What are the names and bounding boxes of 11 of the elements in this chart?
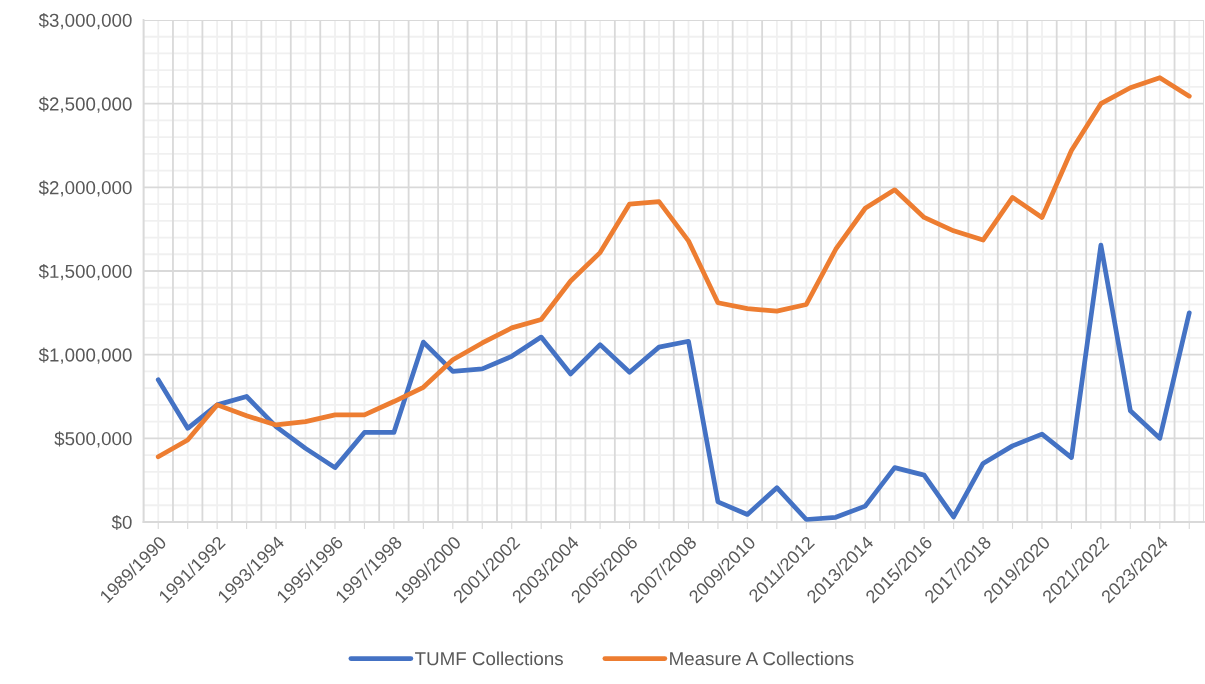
y-tick-label: $500,000 [54, 431, 132, 448]
y-tick-label: $1,500,000 [38, 263, 132, 281]
y-tick-label: $2,000,000 [38, 180, 132, 197]
legend-label: TUMF Collections [415, 651, 563, 666]
y-tick-label: $1,000,000 [38, 347, 132, 364]
line-series [155, 242, 1192, 522]
line-series [155, 75, 1192, 460]
y-tick-label: $0 [111, 514, 132, 531]
legend-label: Measure A Collections [670, 651, 854, 666]
y-tick-label: $3,000,000 [38, 12, 132, 30]
y-tick-label: $2,500,000 [38, 96, 132, 113]
